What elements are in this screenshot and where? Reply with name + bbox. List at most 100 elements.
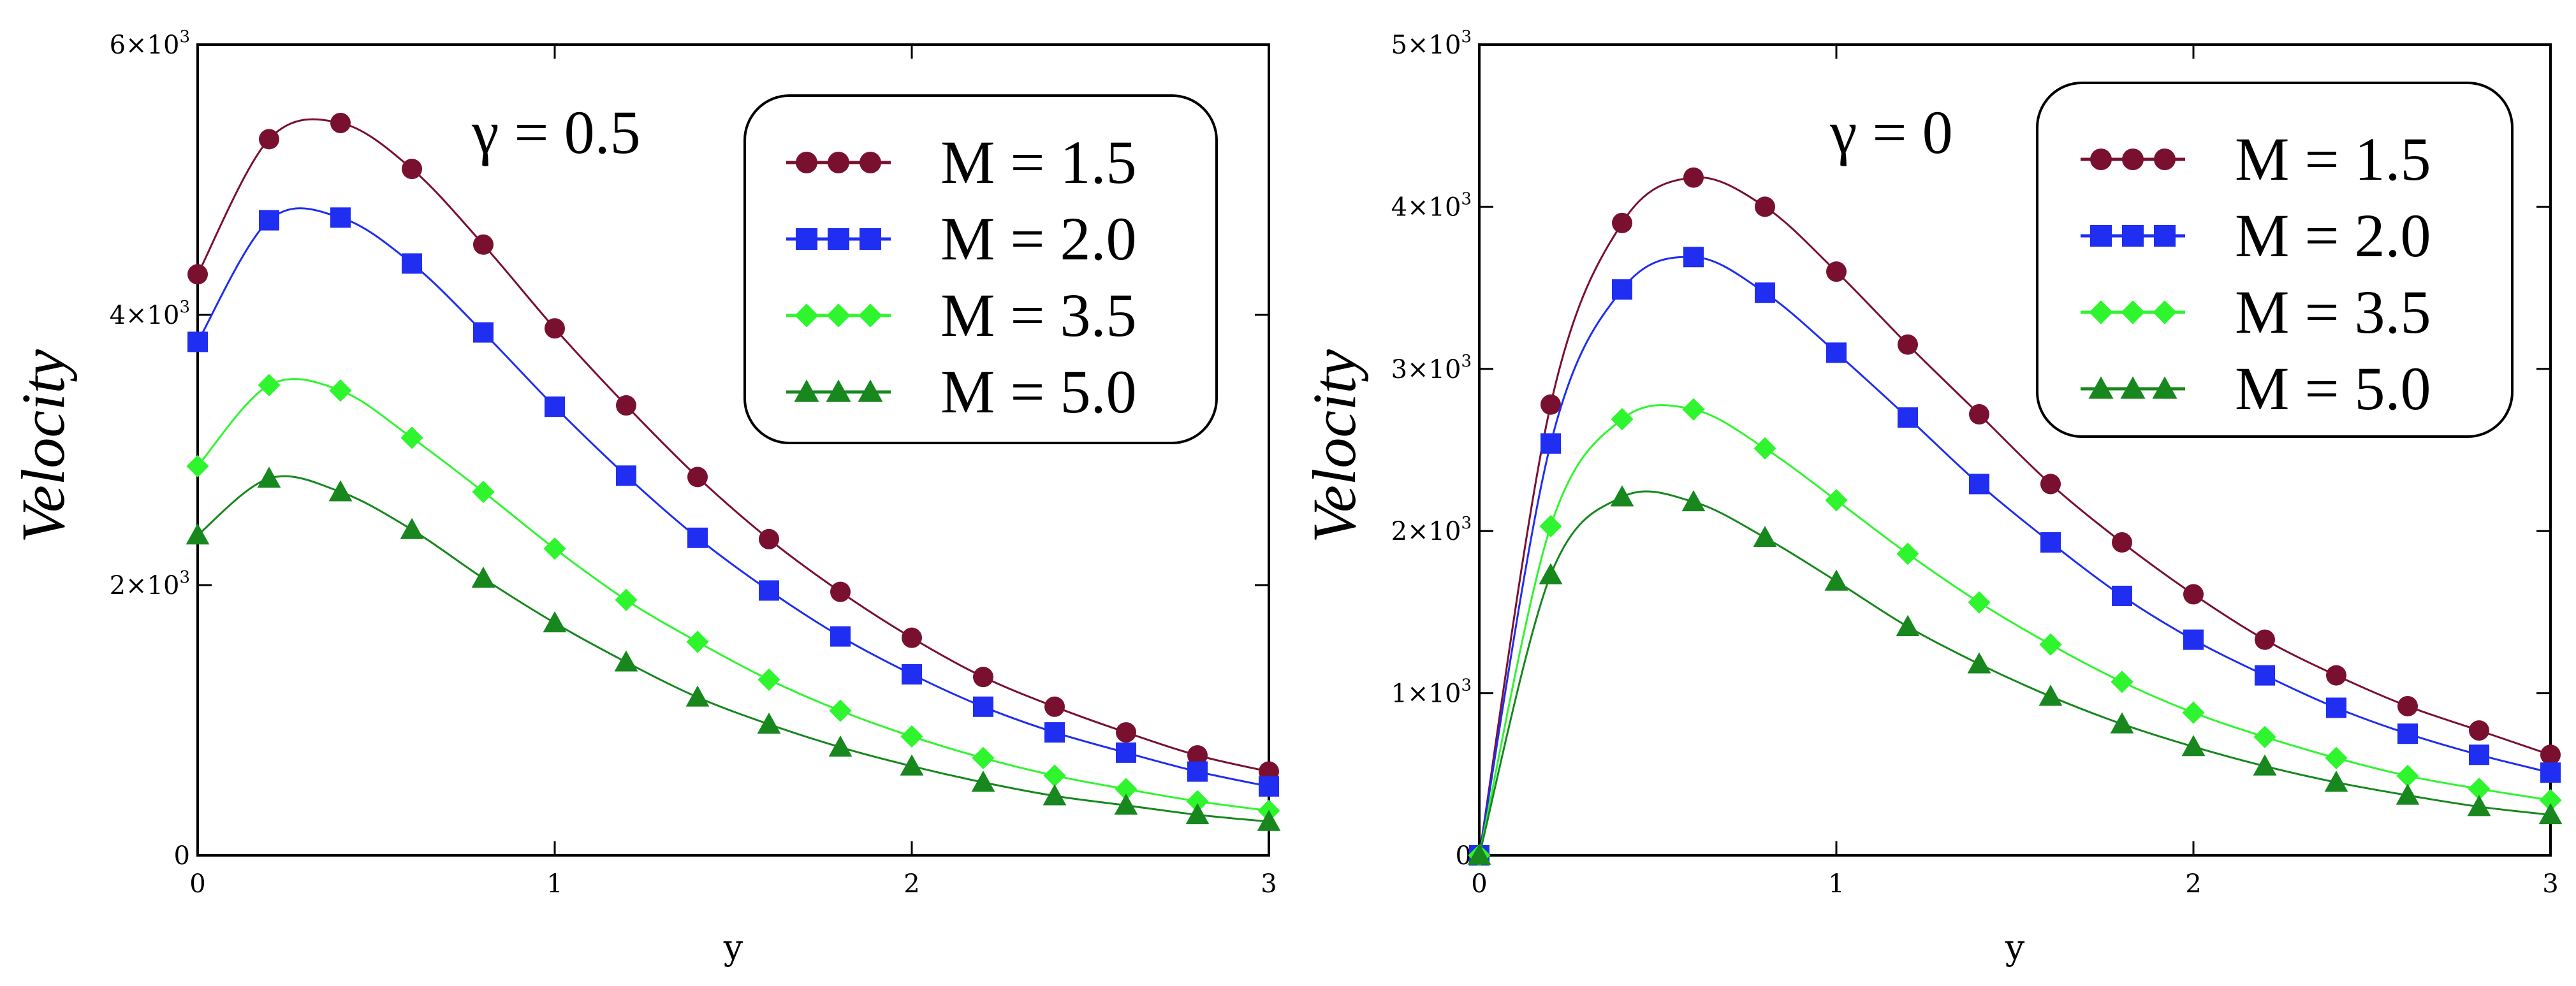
- data-point: [2324, 771, 2348, 792]
- y-tick-label: 6×103: [110, 27, 190, 60]
- legend-marker: [2121, 300, 2145, 324]
- data-point: [1612, 279, 1632, 300]
- data-point: [2110, 712, 2134, 734]
- data-point: [1898, 407, 1918, 428]
- chart-panel-2: 0 1 2 301×1032×1033×1034×1035×103yVelocityγ…: [1300, 27, 2563, 968]
- data-point: [543, 537, 566, 560]
- legend-item: M = 1.5: [2081, 125, 2431, 193]
- data-point: [259, 210, 279, 231]
- data-point: [1612, 212, 1632, 233]
- data-point: [1044, 696, 1065, 717]
- legend-marker: [794, 379, 819, 402]
- legend-marker: [2122, 225, 2144, 247]
- data-point: [400, 426, 423, 449]
- data-point: [1539, 514, 1562, 538]
- data-point: [614, 650, 638, 672]
- x-tick-label: 3: [1261, 869, 1277, 899]
- x-tick-label: 2: [904, 869, 919, 899]
- data-point: [1825, 489, 1848, 512]
- legend-marker: [858, 303, 882, 328]
- legend-label: M = 5.0: [2235, 354, 2431, 423]
- series-2: [1469, 247, 2561, 866]
- x-tick-label: 1: [546, 869, 562, 899]
- data-point: [1755, 196, 1775, 217]
- data-point: [1969, 404, 1989, 425]
- data-point: [1115, 778, 1138, 801]
- legend: M = 1.5 M = 2.0 M = 3.5 M = 5.0: [2036, 82, 2514, 438]
- legend-marker: [796, 228, 817, 250]
- data-point: [2397, 695, 2418, 716]
- y-tick-mantissa: 4×10: [1391, 192, 1461, 222]
- data-point: [259, 129, 279, 150]
- data-point: [329, 379, 352, 402]
- data-point: [2253, 754, 2277, 776]
- data-point: [257, 467, 281, 488]
- data-point: [1611, 408, 1634, 431]
- data-point: [902, 663, 922, 685]
- parameter-label: γ = 0: [1829, 98, 1953, 166]
- legend-label: M = 3.5: [940, 281, 1137, 349]
- data-point: [759, 580, 779, 601]
- plot-frame: [1478, 43, 2552, 857]
- data-point: [1898, 334, 1918, 355]
- data-point: [2111, 671, 2133, 693]
- data-point: [2468, 778, 2491, 801]
- data-point: [2540, 744, 2561, 765]
- data-point: [2182, 701, 2205, 724]
- y-tick-label: 5×103: [1391, 27, 1472, 60]
- data-point: [973, 667, 993, 688]
- legend-marker: [2122, 149, 2144, 170]
- data-point: [1187, 761, 1208, 782]
- legend-marker: [2154, 225, 2176, 247]
- legend-marker: [826, 379, 851, 402]
- data-point: [971, 771, 995, 792]
- data-point: [757, 712, 781, 734]
- y-tick-exponent: 3: [1461, 676, 1472, 695]
- x-axis-title: y: [2005, 927, 2025, 968]
- legend-item: M = 2.0: [2081, 201, 2431, 270]
- data-point: [2039, 633, 2062, 656]
- data-point: [2539, 788, 2562, 812]
- legend-marker: [2088, 376, 2114, 399]
- x-tick-label: 1: [1828, 869, 1844, 899]
- data-point: [1753, 437, 1776, 460]
- legend-marker: [796, 152, 817, 173]
- data-point: [2112, 532, 2132, 553]
- data-point: [1681, 490, 1706, 512]
- data-point: [2396, 764, 2419, 787]
- legend-marker: [828, 152, 849, 173]
- data-point: [1824, 569, 1848, 591]
- data-point: [1116, 742, 1136, 763]
- y-tick-exponent: 3: [1461, 27, 1472, 47]
- y-axis-title: Velocity: [1300, 349, 1368, 543]
- data-point: [328, 480, 353, 502]
- series-line: [197, 475, 1270, 823]
- data-point: [1969, 474, 1989, 495]
- data-point: [1187, 745, 1208, 766]
- data-point: [2326, 665, 2346, 686]
- data-point: [543, 611, 567, 633]
- legend-marker: [2120, 376, 2146, 399]
- data-point: [1968, 591, 1991, 614]
- y-tick-mantissa: 2×10: [110, 571, 180, 600]
- y-axis-title: Velocity: [9, 349, 77, 543]
- data-point: [830, 626, 851, 647]
- legend-marker: [828, 228, 849, 250]
- data-point: [1043, 784, 1067, 806]
- legend-marker: [860, 228, 881, 250]
- data-point: [400, 518, 424, 539]
- legend-marker: [2153, 300, 2177, 324]
- data-point: [2112, 585, 2132, 606]
- plot-frame: [196, 43, 1270, 857]
- legend-item: M = 3.5: [786, 281, 1137, 349]
- data-point: [900, 754, 924, 776]
- data-point: [1826, 261, 1847, 282]
- y-tick-exponent: 3: [179, 27, 190, 47]
- data-point: [616, 465, 636, 486]
- series-2: [187, 207, 1279, 797]
- legend-item: M = 5.0: [2081, 354, 2431, 423]
- y-tick-mantissa: 2×10: [1391, 517, 1461, 546]
- legend-marker: [794, 303, 819, 328]
- series-3: [1468, 398, 2562, 867]
